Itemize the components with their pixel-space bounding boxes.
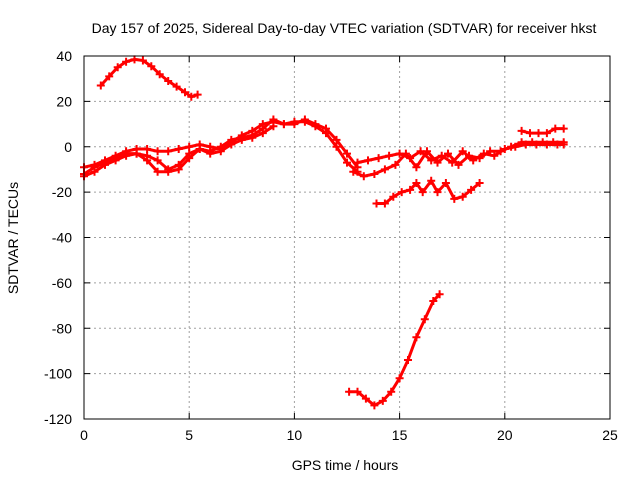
data-point	[364, 156, 372, 164]
y-axis-label: SDTVAR / TECUs	[5, 182, 21, 294]
y-tick-label: -120	[44, 411, 72, 427]
x-tick-label: 5	[185, 427, 193, 443]
data-point	[175, 145, 183, 153]
data-point	[154, 147, 162, 155]
series-line	[349, 294, 440, 405]
grid	[84, 56, 610, 419]
y-tick-label: -100	[44, 366, 72, 382]
y-tick-label: -20	[52, 184, 72, 200]
data-point	[345, 388, 353, 396]
x-tick-label: 15	[392, 427, 408, 443]
data-point	[164, 147, 172, 155]
x-tick-label: 25	[602, 427, 618, 443]
y-tick-label: -40	[52, 230, 72, 246]
data-point	[131, 55, 139, 63]
data-point	[375, 154, 383, 162]
y-tick-label: 0	[64, 139, 72, 155]
y-tick-label: 40	[56, 48, 72, 64]
series-line	[101, 59, 198, 96]
data-series-arc-high	[97, 55, 202, 100]
data-series-group	[80, 55, 568, 409]
data-point	[560, 125, 568, 133]
data-point	[518, 127, 526, 135]
y-tick-label: -80	[52, 320, 72, 336]
x-axis-label: GPS time / hours	[292, 457, 399, 473]
x-tick-label: 10	[287, 427, 303, 443]
x-tick-label: 0	[80, 427, 88, 443]
data-point	[373, 200, 381, 208]
data-series-low-arc	[345, 290, 444, 409]
axis-ticks: 0 5 10 15 20 25 -120 -100 -80 -60 -40 -20 0 20 40	[44, 48, 618, 443]
y-tick-label: 20	[56, 93, 72, 109]
chart-title: Day 157 of 2025, Sidereal Day-to-day VTE…	[92, 20, 597, 36]
plot-frame	[84, 56, 610, 419]
data-series-late-high	[518, 125, 568, 138]
data-point	[535, 129, 543, 137]
data-point	[526, 129, 534, 137]
sdtvar-chart: Day 157 of 2025, Sidereal Day-to-day VTE…	[0, 0, 640, 480]
y-tick-label: -60	[52, 275, 72, 291]
x-tick-label: 20	[497, 427, 513, 443]
data-point	[385, 152, 393, 160]
